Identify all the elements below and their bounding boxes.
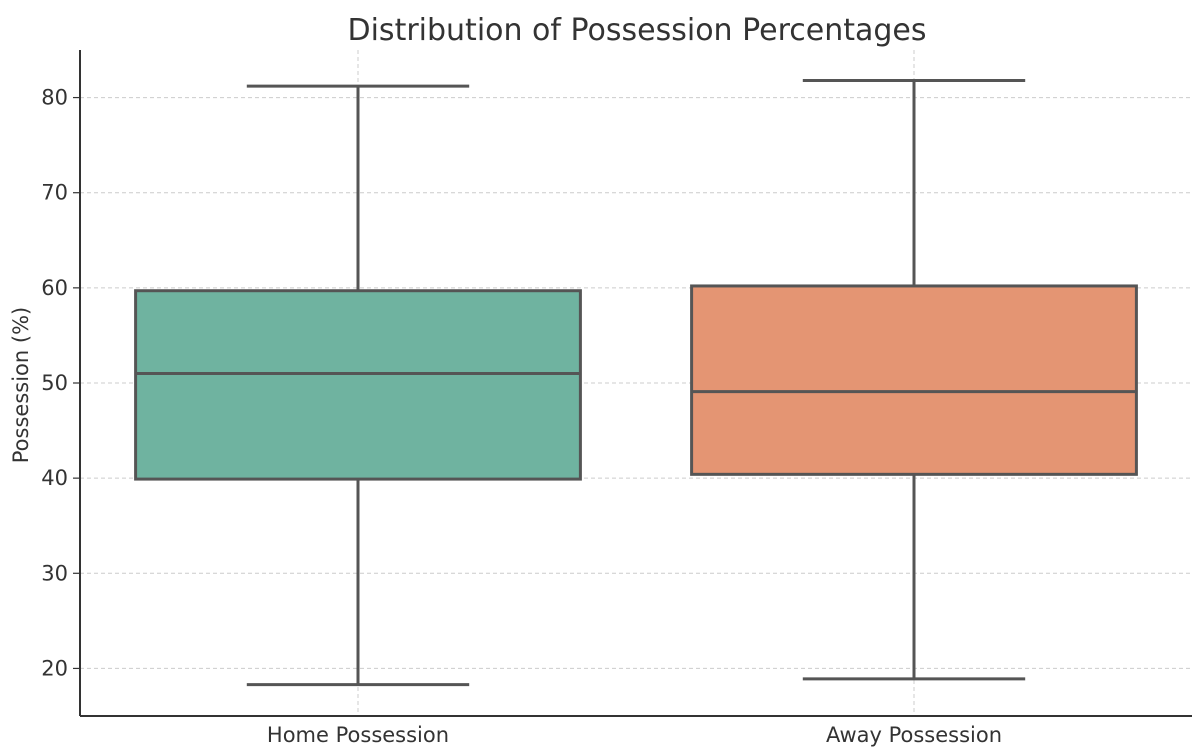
box-away-possession — [692, 80, 1137, 678]
box-home-possession — [136, 86, 581, 684]
y-tick-label: 30 — [41, 561, 68, 585]
y-tick-label: 20 — [41, 656, 68, 680]
y-tick-label: 80 — [41, 86, 68, 110]
y-tick-label: 60 — [41, 276, 68, 300]
x-tick-label: Home Possession — [267, 723, 449, 747]
y-tick-label: 70 — [41, 181, 68, 205]
y-tick-label: 40 — [41, 466, 68, 490]
iqr-box — [136, 291, 581, 479]
y-tick-label: 50 — [41, 371, 68, 395]
chart-title: Distribution of Possession Percentages — [348, 13, 927, 48]
x-tick-label: Away Possession — [826, 723, 1002, 747]
y-axis-label: Possession (%) — [9, 307, 33, 463]
iqr-box — [692, 286, 1137, 474]
